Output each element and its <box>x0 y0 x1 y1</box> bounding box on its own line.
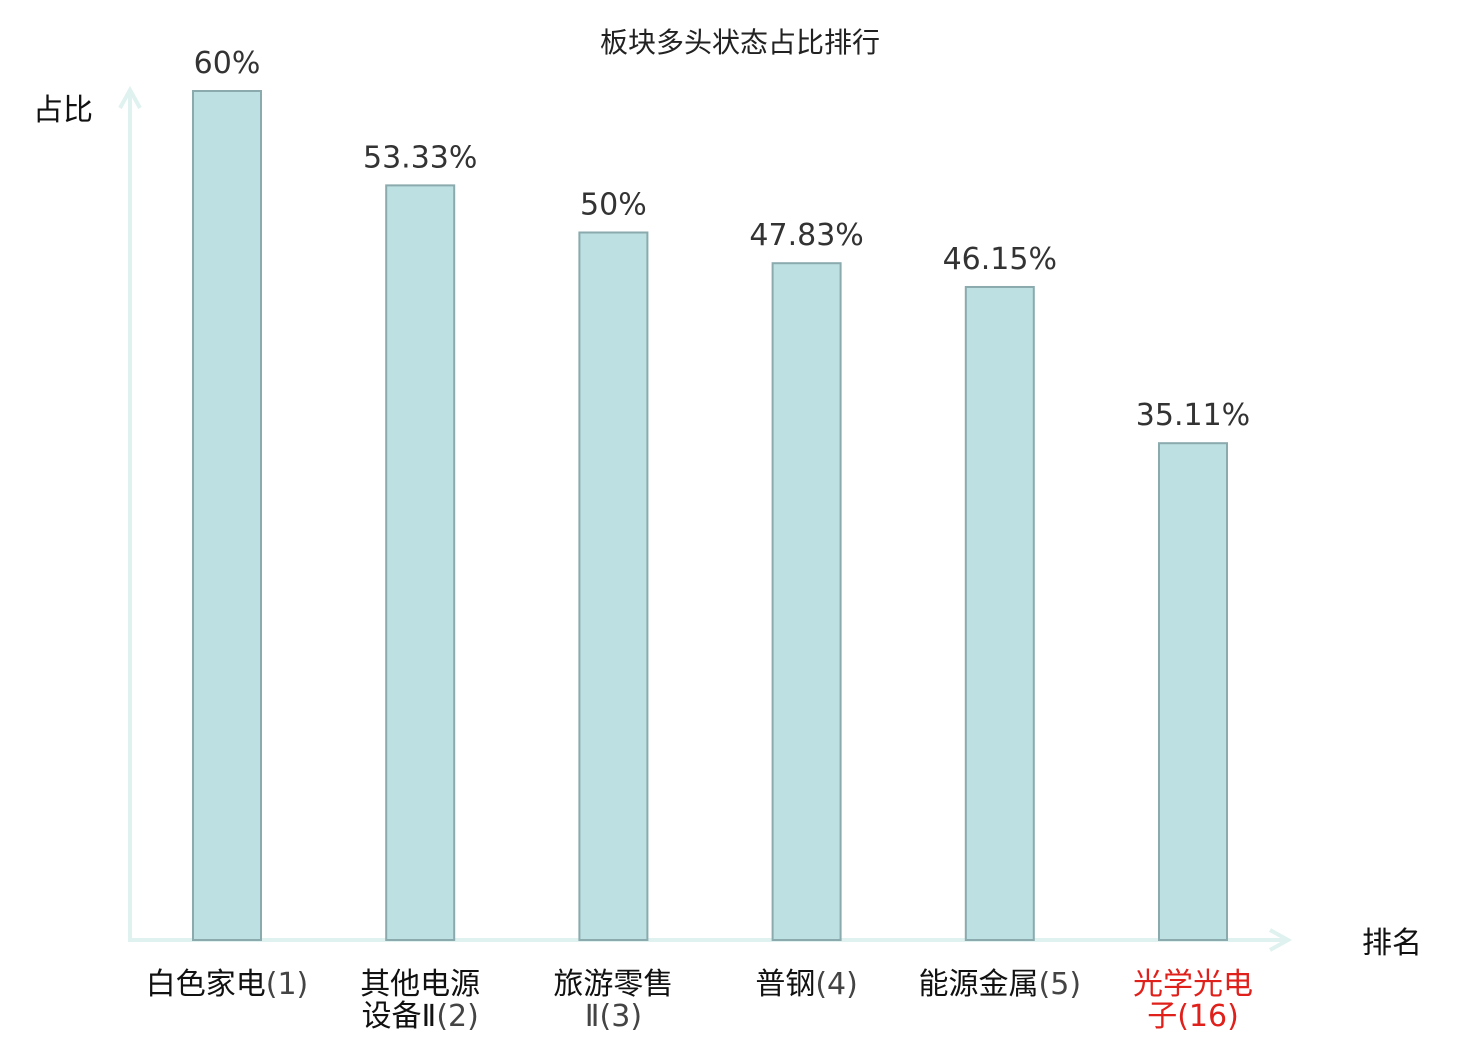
category-rank: (5) <box>1039 967 1082 1002</box>
category-label-line: 白色家电(1) <box>146 967 309 1002</box>
category-name: 设备Ⅱ <box>362 999 437 1034</box>
category-rank: (4) <box>815 967 858 1002</box>
x-axis <box>128 928 1293 952</box>
y-axis-label: 占比 <box>33 93 93 128</box>
category-rank: (1) <box>266 967 309 1002</box>
category-label-line: 光学光电 <box>1133 967 1253 1002</box>
category-name: 普钢 <box>755 967 815 1002</box>
category-name: 白色家电 <box>146 967 266 1002</box>
category-rank: Ⅱ(3) <box>585 999 642 1034</box>
category-rank: (2) <box>436 999 479 1034</box>
x-axis-label: 排名 <box>1362 926 1422 961</box>
bar-1 <box>192 90 262 941</box>
value-label-3: 50% <box>580 188 647 223</box>
category-label-4: 普钢(4) <box>755 967 858 1002</box>
value-label-4: 47.83% <box>749 218 863 253</box>
category-label-line: 普钢(4) <box>755 967 858 1002</box>
y-axis <box>118 85 142 940</box>
category-label-line: 旅游零售 <box>553 967 673 1002</box>
category-label-line: 子(16) <box>1147 999 1239 1034</box>
category-label-6: 光学光电子(16) <box>1133 967 1253 1034</box>
category-name: 子 <box>1147 999 1177 1034</box>
x-axis-arrow-icon <box>1269 928 1293 952</box>
category-labels: 白色家电(1) 其他电源设备Ⅱ(2) 旅游零售 Ⅱ(3) 普钢(4) 能源金属(5) 光学光… <box>146 967 1253 1034</box>
category-label-5: 能源金属(5) <box>919 967 1082 1002</box>
category-rank: (16) <box>1177 999 1239 1034</box>
category-label-1: 白色家电(1) <box>146 967 309 1002</box>
category-name: 旅游零售 <box>553 967 673 1002</box>
bar-6 <box>1158 442 1228 941</box>
bar-4 <box>771 262 842 941</box>
category-name: 其他电源 <box>360 967 480 1002</box>
value-label-2: 53.33% <box>363 140 477 175</box>
chart-title: 板块多头状态占比排行 <box>600 26 880 59</box>
category-label-line: 能源金属(5) <box>919 967 1082 1002</box>
value-label-5: 46.15% <box>943 242 1057 277</box>
category-label-line: 设备Ⅱ(2) <box>362 999 479 1034</box>
value-label-6: 35.11% <box>1136 398 1250 433</box>
value-labels: 60% 53.33% 50% 47.83% 46.15% 35.11% <box>194 46 1251 433</box>
category-label-3: 旅游零售 Ⅱ(3) <box>553 967 673 1034</box>
y-axis-arrow-icon <box>118 85 142 109</box>
category-name: 光学光电 <box>1133 967 1253 1002</box>
bar-series <box>192 90 1228 942</box>
bar-3 <box>578 231 649 941</box>
bar-5 <box>964 285 1035 942</box>
category-name: 能源金属 <box>919 967 1039 1002</box>
value-label-1: 60% <box>194 46 261 81</box>
category-label-line: 其他电源 <box>360 967 480 1002</box>
bar-2 <box>385 184 456 941</box>
category-label-2: 其他电源设备Ⅱ(2) <box>360 967 480 1034</box>
category-label-line: Ⅱ(3) <box>585 999 642 1034</box>
